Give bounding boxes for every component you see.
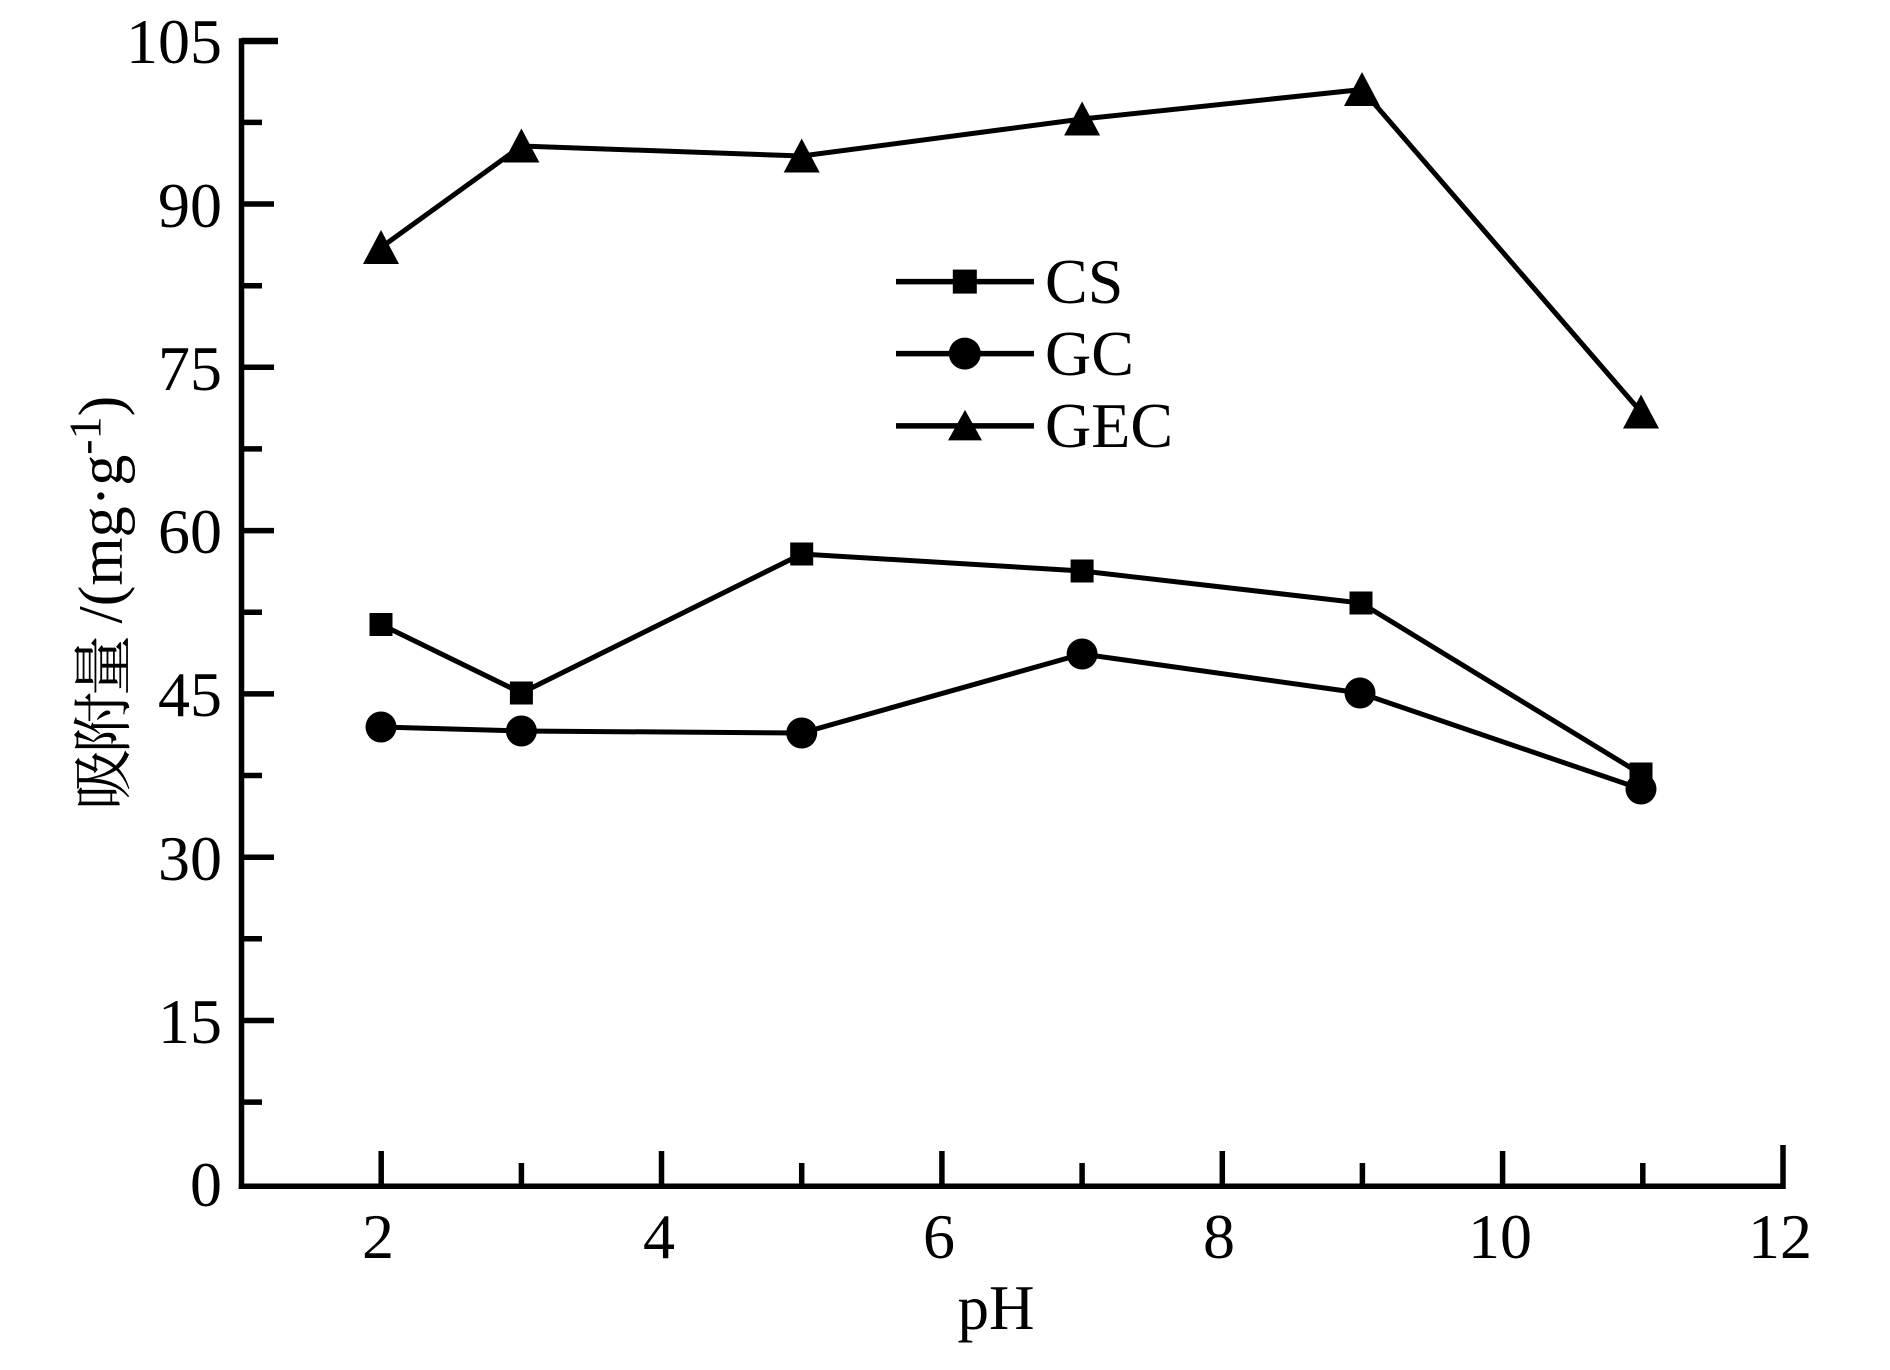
svg-text:10: 10 xyxy=(1468,1201,1532,1272)
svg-text:GEC: GEC xyxy=(1045,390,1173,461)
svg-text:GC: GC xyxy=(1045,318,1134,389)
svg-text:12: 12 xyxy=(1748,1201,1812,1272)
svg-text:45: 45 xyxy=(158,659,222,730)
svg-text:105: 105 xyxy=(126,6,222,77)
svg-text:pH: pH xyxy=(958,1273,1035,1343)
svg-text:6: 6 xyxy=(923,1201,955,1272)
svg-text:0: 0 xyxy=(190,1149,222,1220)
svg-text:30: 30 xyxy=(158,823,222,894)
svg-text:75: 75 xyxy=(158,333,222,404)
svg-text:2: 2 xyxy=(362,1201,394,1272)
svg-text:60: 60 xyxy=(158,496,222,567)
svg-text:4: 4 xyxy=(643,1201,675,1272)
svg-text:8: 8 xyxy=(1203,1201,1235,1272)
svg-text:CS: CS xyxy=(1045,246,1123,317)
svg-text:90: 90 xyxy=(158,170,222,241)
svg-text:15: 15 xyxy=(158,986,222,1057)
